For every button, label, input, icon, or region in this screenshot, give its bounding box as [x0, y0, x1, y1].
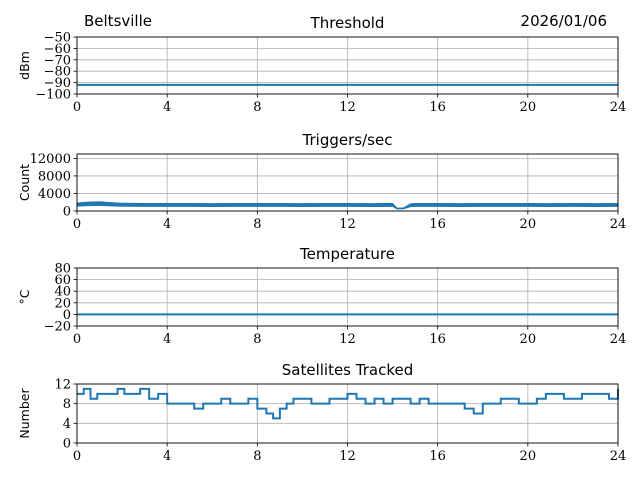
y-tick-label: −50	[44, 31, 71, 46]
x-tick-label: 4	[163, 217, 171, 232]
panel-title: Triggers/sec	[302, 131, 393, 149]
x-tick-label: 0	[73, 100, 81, 115]
y-tick-label: −100	[35, 88, 71, 103]
y-tick-label: 4	[63, 417, 71, 432]
y-tick-label: 4000	[38, 187, 71, 202]
panel-title: Satellites Tracked	[282, 361, 413, 379]
chart-panel-2: 0 4 8 12 16 20 2404000800012000Triggers/secCou…	[17, 131, 626, 232]
x-tick-label: 24	[610, 449, 627, 464]
y-tick-label: 12	[54, 378, 71, 393]
x-tick-label: 16	[429, 100, 446, 115]
x-tick-label: 0	[73, 449, 81, 464]
x-tick-label: 12	[339, 332, 356, 347]
y-tick-label: 0	[63, 437, 71, 452]
station-name: Beltsville	[84, 12, 152, 30]
panel-title: Temperature	[299, 245, 395, 263]
x-tick-label: 4	[163, 449, 171, 464]
y-axis-label: °C	[17, 289, 32, 304]
y-tick-label: 40	[54, 285, 71, 300]
y-tick-label: −70	[44, 53, 71, 68]
x-tick-label: 20	[520, 332, 537, 347]
y-tick-label: 8000	[38, 169, 71, 184]
panel-title: Threshold	[310, 14, 385, 32]
x-tick-label: 12	[339, 100, 356, 115]
x-tick-label: 0	[73, 332, 81, 347]
x-tick-label: 12	[339, 217, 356, 232]
x-tick-label: 4	[163, 332, 171, 347]
x-tick-label: 4	[163, 100, 171, 115]
y-axis-label: Count	[17, 164, 32, 201]
y-tick-label: 20	[54, 296, 71, 311]
y-tick-label: 60	[54, 273, 71, 288]
report-date: 2026/01/06	[520, 12, 607, 30]
y-tick-label: −90	[44, 76, 71, 91]
x-tick-label: 20	[520, 217, 537, 232]
x-tick-label: 24	[610, 332, 627, 347]
x-tick-label: 24	[610, 217, 627, 232]
x-tick-label: 16	[429, 332, 446, 347]
y-tick-label: 8	[63, 397, 71, 412]
y-tick-label: 80	[54, 262, 71, 277]
y-axis-label: Number	[17, 388, 32, 439]
y-tick-label: 0	[63, 308, 71, 323]
x-tick-label: 16	[429, 217, 446, 232]
y-tick-label: 0	[63, 205, 71, 220]
series-line	[77, 387, 619, 420]
x-tick-label: 0	[73, 217, 81, 232]
y-tick-label: −80	[44, 65, 71, 80]
x-tick-label: 16	[429, 449, 446, 464]
x-tick-label: 8	[253, 332, 261, 347]
x-tick-label: 12	[339, 449, 356, 464]
x-tick-label: 8	[253, 100, 261, 115]
x-tick-label: 8	[253, 449, 261, 464]
chart-panel-4: 0 4 8 12 16 20 24 0 4 8 12 Satellites Tracked Number	[17, 361, 626, 464]
y-tick-label: −60	[44, 42, 71, 57]
x-tick-label: 20	[520, 449, 537, 464]
x-tick-label: 24	[610, 100, 627, 115]
y-tick-label: 12000	[30, 152, 71, 167]
x-tick-label: 8	[253, 217, 261, 232]
x-tick-label: 20	[520, 100, 537, 115]
y-axis-label: dBm	[17, 51, 32, 80]
y-tick-label: −20	[44, 320, 71, 335]
series-band	[77, 201, 618, 210]
chart-panel-1: 0 4 8 12 16 20 24 −100−90−80−70−60−50 Threshold d…	[17, 14, 626, 115]
